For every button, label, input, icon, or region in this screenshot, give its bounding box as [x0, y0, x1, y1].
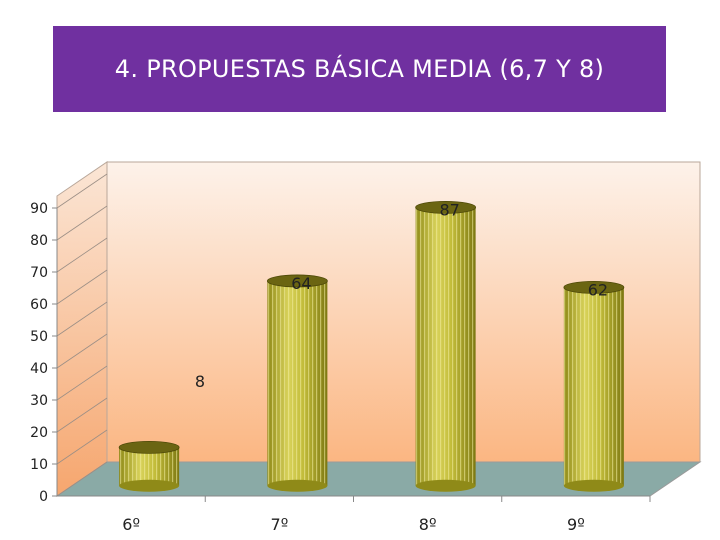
y-tick-label: 0 [39, 489, 48, 505]
y-tick-label: 70 [30, 265, 48, 281]
bar-7º [266, 274, 328, 492]
gridline-depth [56, 397, 108, 433]
bar-stripes [415, 207, 476, 486]
y-tick-label: 10 [30, 457, 48, 473]
gridline-depth [56, 333, 108, 369]
gridline-depth [56, 461, 108, 497]
labels-group: 64 87 62 6º 7º 8º 9º 8 [122, 200, 608, 534]
bar-base [563, 479, 624, 492]
gridline-depth [56, 365, 108, 401]
annotation-label: 8 [195, 372, 205, 391]
data-label: 64 [291, 274, 311, 293]
gridline-depth [56, 237, 108, 273]
y-tick-label: 60 [30, 297, 48, 313]
bar-8º [415, 200, 477, 492]
x-tick-label: 7º [271, 515, 289, 534]
gridline-depth [56, 173, 108, 209]
bar-stripes [267, 280, 328, 486]
chart-walls [55, 161, 702, 497]
side-wall [56, 161, 108, 497]
y-tick-label: 40 [30, 361, 48, 377]
chart-title: 4. PROPUESTAS BÁSICA MEDIA (6,7 Y 8) [114, 55, 605, 83]
bar-top [118, 440, 180, 454]
gridline-depth [56, 301, 108, 337]
y-tick-label: 90 [30, 201, 48, 217]
bars-group [118, 200, 625, 492]
bar-base [267, 479, 328, 492]
bar-base [415, 479, 476, 492]
y-axis: 0 10 20 30 40 50 60 70 80 90 [30, 201, 651, 505]
bar-top [415, 200, 477, 214]
x-tick-label: 6º [122, 515, 140, 534]
data-label: 87 [439, 200, 459, 219]
gridline-depth [56, 205, 108, 241]
bar-9º [563, 280, 625, 492]
gridline-depth [56, 429, 108, 465]
bar-base [119, 479, 180, 492]
x-tick-label: 8º [419, 515, 437, 534]
y-tick-label: 30 [30, 393, 48, 409]
gridline-depth [56, 269, 108, 305]
y-tick-label: 50 [30, 329, 48, 345]
bar-stripes [563, 287, 624, 486]
y-tick-label: 20 [30, 425, 48, 441]
data-label: 62 [588, 280, 608, 299]
chart-title-banner: 4. PROPUESTAS BÁSICA MEDIA (6,7 Y 8) [53, 26, 666, 112]
bar-top [563, 280, 625, 294]
bar-6º [118, 440, 180, 492]
x-tick-label: 9º [567, 515, 585, 534]
y-tick-label: 80 [30, 233, 48, 249]
bar-top [266, 274, 328, 288]
